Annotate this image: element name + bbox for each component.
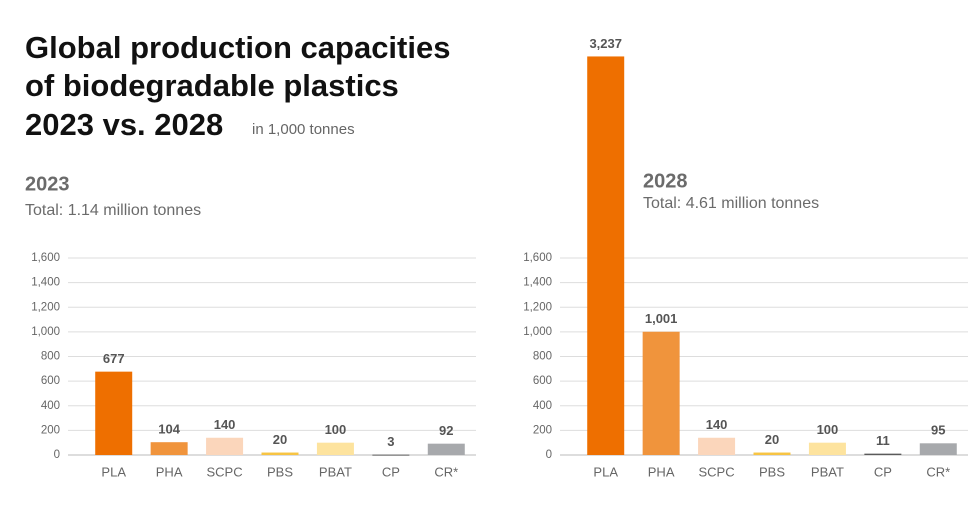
value-label: 677 [103,351,125,366]
x-tick-label: PBS [759,464,785,479]
y-tick-label: 0 [54,449,60,461]
x-tick-label: CR* [434,464,458,479]
bar [150,442,188,455]
bar [427,443,465,455]
y-tick-label: 0 [546,449,552,461]
value-label: 20 [273,432,287,447]
value-label: 20 [765,432,779,447]
bar [206,437,244,455]
y-tick-label: 600 [41,375,60,387]
y-tick-label: 400 [533,400,552,412]
bar [864,453,902,455]
bar [698,437,736,455]
x-tick-label: PBAT [811,464,844,479]
bar [808,442,846,455]
y-tick-label: 400 [41,400,60,412]
bar [261,452,299,455]
bar [95,371,133,455]
bar [587,56,625,456]
x-tick-label: PBAT [319,464,352,479]
value-label: 140 [706,417,728,432]
y-tick-label: 1,200 [523,301,552,313]
x-tick-label: CP [874,464,892,479]
x-tick-label: PLA [593,464,618,479]
chart-title: 2023 [25,173,70,195]
x-tick-label: SCPC [699,464,735,479]
x-tick-label: PHA [648,464,675,479]
value-label: 3 [387,434,394,449]
y-tick-label: 200 [533,424,552,436]
main-title: Global production capacities [25,30,450,65]
bar [316,442,354,455]
y-tick-label: 1,000 [523,326,552,338]
value-label: 92 [439,423,453,438]
chart-title: 2028 [643,170,688,192]
y-tick-label: 800 [533,351,552,363]
y-tick-label: 1,600 [523,252,552,264]
y-tick-label: 1,000 [31,326,60,338]
x-tick-label: CR* [926,464,950,479]
x-tick-label: SCPC [207,464,243,479]
value-label: 1,001 [645,311,678,326]
value-label: 100 [817,422,839,437]
value-label: 3,237 [589,36,622,51]
value-label: 104 [158,422,180,437]
x-tick-label: PLA [101,464,126,479]
chart-subtitle: Total: 1.14 million tonnes [25,202,201,219]
chart-subtitle: Total: 4.61 million tonnes [643,195,819,212]
bar [919,443,957,455]
y-tick-label: 1,400 [523,277,552,289]
main-title: of biodegradable plastics [25,68,399,103]
value-label: 100 [325,422,347,437]
x-tick-label: PBS [267,464,293,479]
y-tick-label: 600 [533,375,552,387]
bar [753,452,791,455]
value-label: 140 [214,417,236,432]
value-label: 11 [876,433,890,448]
y-tick-label: 1,200 [31,301,60,313]
y-tick-label: 800 [41,351,60,363]
bar [372,454,410,456]
value-label: 95 [931,423,945,438]
x-tick-label: CP [382,464,400,479]
bar [642,331,680,455]
y-tick-label: 1,600 [31,252,60,264]
y-tick-label: 200 [41,424,60,436]
main-title: 2023 vs. 2028 [25,107,223,142]
x-tick-label: PHA [156,464,183,479]
y-tick-label: 1,400 [31,277,60,289]
unit-note: in 1,000 tonnes [252,121,355,138]
